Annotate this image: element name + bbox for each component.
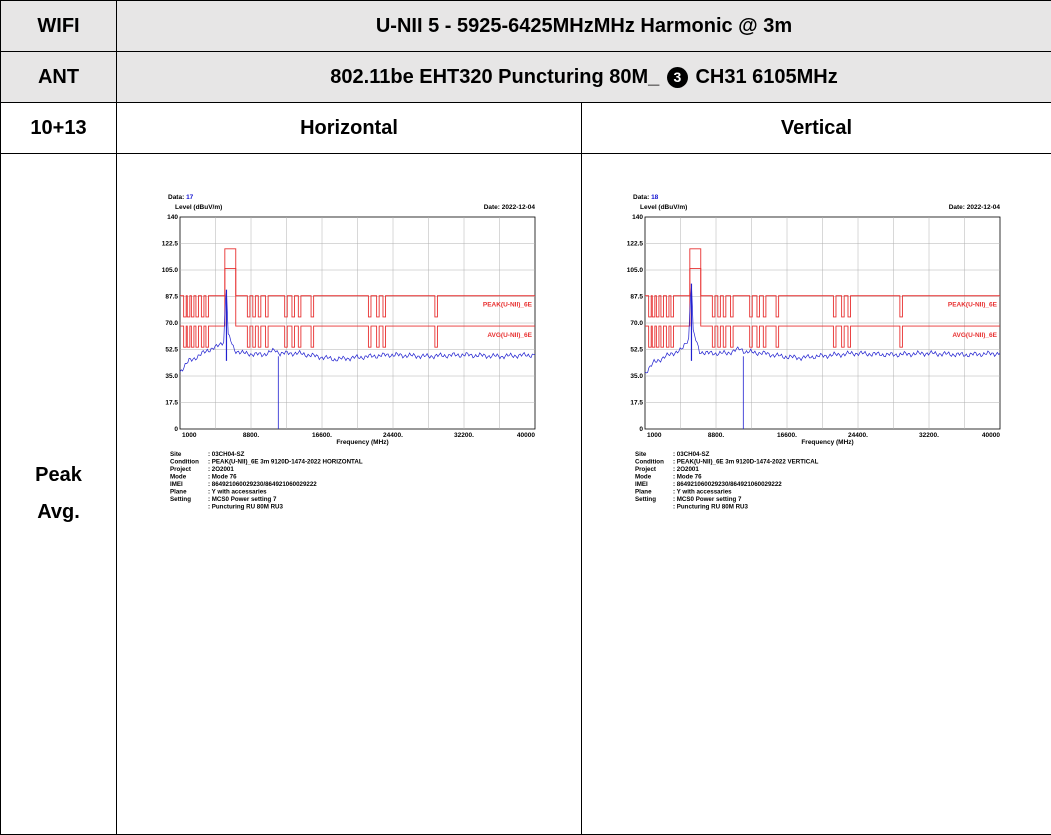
vertical-plot-cell: 0 17.5 35.0 52.5 70.0 87.5 105.0 122.5 140 1000 88…	[582, 154, 1051, 835]
mode-title: 802.11be EHT320 Puncturing 80M_ 3 CH31 6…	[117, 52, 1051, 103]
x-axis-label: Frequency (MHz)	[801, 439, 853, 446]
info-key: Project	[635, 466, 656, 473]
info-value: : 2O2001	[673, 466, 699, 473]
x-tick-label: 40000	[517, 432, 535, 439]
x-tick-label: 24400.	[383, 432, 403, 439]
info-value: : 864921060029230/864921060029222	[208, 481, 317, 488]
info-key: Plane	[170, 489, 187, 496]
date-label: Date: 2022-12-04	[484, 204, 536, 211]
col-vertical: Vertical	[582, 103, 1051, 154]
x-tick-label: 1000	[647, 432, 662, 439]
wifi-label: WIFI	[1, 1, 117, 52]
horizontal-plot-cell: 0 17.5 35.0 52.5 70.0 87.5 105.0 122.5 140 1000 88…	[117, 154, 582, 835]
x-tick-label: 32200.	[919, 432, 939, 439]
info-value: : MCS0 Power setting 7	[208, 496, 277, 503]
peak-limit-label: PEAK(U-NII)_6E	[948, 302, 998, 309]
y-tick-label: 140	[167, 214, 178, 221]
y-tick-label: 105.0	[627, 267, 644, 274]
avg-limit-label: AVG(U-NII)_6E	[952, 332, 997, 339]
x-tick-label: 8800.	[708, 432, 724, 439]
data-number-label: Data: 18	[633, 194, 659, 201]
y-tick-label: 17.5	[165, 400, 178, 407]
info-value: : Mode 76	[673, 474, 702, 481]
info-key: Setting	[170, 496, 191, 503]
x-tick-label: 1000	[182, 432, 197, 439]
avg-label: Avg.	[1, 501, 116, 524]
y-tick-label: 140	[632, 214, 643, 221]
info-value: : Puncturing RU 80M RU3	[673, 504, 749, 511]
spectrum-chart: 0 17.5 35.0 52.5 70.0 87.5 105.0 122.5 140 1000 88…	[117, 154, 587, 834]
info-key: Mode	[635, 474, 652, 481]
y-axis-label: Level (dBuV/m)	[175, 204, 222, 211]
info-key: Condition	[635, 459, 664, 466]
info-key: IMEI	[170, 481, 183, 488]
info-key: Project	[170, 466, 191, 473]
info-value: : PEAK(U-NII)_6E 3m 9120D-1474-2022 VERT…	[673, 459, 819, 466]
x-tick-label: 40000	[982, 432, 1000, 439]
y-tick-label: 122.5	[627, 241, 644, 248]
x-tick-label: 16600.	[312, 432, 332, 439]
y-tick-label: 35.0	[630, 373, 643, 380]
info-key: Setting	[635, 496, 656, 503]
x-tick-label: 16600.	[777, 432, 797, 439]
data-number-label: Data: 17	[168, 194, 194, 201]
y-tick-label: 17.5	[630, 400, 643, 407]
y-axis-label: Level (dBuV/m)	[640, 204, 687, 211]
info-key: Site	[170, 451, 182, 458]
x-tick-label: 8800.	[243, 432, 259, 439]
y-tick-label: 122.5	[162, 241, 179, 248]
y-tick-label: 52.5	[630, 347, 643, 354]
circled-number-marker: 3	[667, 67, 688, 88]
info-value: : Y with accessaries	[208, 489, 267, 496]
ant-label: ANT	[1, 52, 117, 103]
y-tick-label: 0	[639, 426, 643, 433]
y-tick-label: 52.5	[165, 347, 178, 354]
info-key: IMEI	[635, 481, 648, 488]
spectrum-chart: 0 17.5 35.0 52.5 70.0 87.5 105.0 122.5 140 1000 88…	[582, 154, 1051, 834]
x-axis-label: Frequency (MHz)	[336, 439, 388, 446]
y-tick-label: 70.0	[165, 320, 178, 327]
peak-label: Peak	[1, 464, 116, 487]
info-value: : 03CH04-SZ	[208, 451, 245, 458]
info-value: : 864921060029230/864921060029222	[673, 481, 782, 488]
y-tick-label: 35.0	[165, 373, 178, 380]
date-label: Date: 2022-12-04	[949, 204, 1001, 211]
info-value: : MCS0 Power setting 7	[673, 496, 742, 503]
y-tick-label: 70.0	[630, 320, 643, 327]
info-value: : Y with accessaries	[673, 489, 732, 496]
avg-limit-label: AVG(U-NII)_6E	[487, 332, 532, 339]
info-key: Plane	[635, 489, 652, 496]
info-value: : 03CH04-SZ	[673, 451, 710, 458]
y-tick-label: 87.5	[165, 294, 178, 301]
col-horizontal: Horizontal	[117, 103, 582, 154]
info-key: Mode	[170, 474, 187, 481]
info-value: : Mode 76	[208, 474, 237, 481]
info-value: : 2O2001	[208, 466, 234, 473]
info-key: Condition	[170, 459, 199, 466]
ant-combo-label: 10+13	[1, 103, 117, 154]
vertical-plot: 0 17.5 35.0 52.5 70.0 87.5 105.0 122.5 140 1000 88…	[582, 154, 1051, 834]
info-value: : PEAK(U-NII)_6E 3m 9120D-1474-2022 HORI…	[208, 459, 363, 466]
y-tick-label: 105.0	[162, 267, 179, 274]
y-tick-label: 0	[174, 426, 178, 433]
detector-label: Peak Avg.	[1, 154, 117, 835]
x-tick-label: 32200.	[454, 432, 474, 439]
y-tick-label: 87.5	[630, 294, 643, 301]
info-value: : Puncturing RU 80M RU3	[208, 504, 284, 511]
band-title: U-NII 5 - 5925-6425MHzMHz Harmonic @ 3m	[117, 1, 1051, 52]
peak-limit-label: PEAK(U-NII)_6E	[483, 302, 533, 309]
mode-title-before: 802.11be EHT320 Puncturing 80M_	[330, 66, 659, 88]
horizontal-plot: 0 17.5 35.0 52.5 70.0 87.5 105.0 122.5 140 1000 88…	[117, 154, 581, 834]
x-tick-label: 24400.	[848, 432, 868, 439]
info-key: Site	[635, 451, 647, 458]
mode-title-after: CH31 6105MHz	[695, 66, 837, 88]
